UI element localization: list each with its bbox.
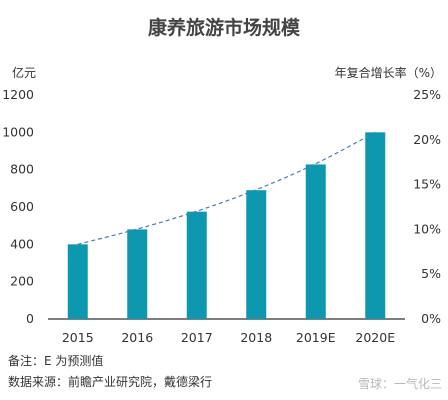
right-tick-label: 20% bbox=[413, 132, 441, 147]
right-axis-ticks: 0% 5% 10% 15% 20% 25% bbox=[413, 87, 441, 326]
watermark: 雪球：一气化三 bbox=[358, 376, 442, 391]
x-tick-label: 2018 bbox=[240, 330, 272, 345]
bar-2020E bbox=[365, 132, 386, 319]
bars-group bbox=[67, 132, 386, 319]
trend-line bbox=[77, 131, 376, 245]
x-tick-label: 2015 bbox=[62, 330, 94, 345]
left-tick-label: 200 bbox=[10, 274, 34, 289]
bar-2015 bbox=[67, 244, 88, 319]
left-tick-label: 1200 bbox=[2, 87, 34, 102]
chart-title: 康养旅游市场规模 bbox=[148, 16, 301, 39]
bar-2016 bbox=[127, 229, 148, 319]
x-tick-label: 2020E bbox=[355, 330, 395, 345]
left-tick-label: 1000 bbox=[2, 124, 34, 139]
note-source: 数据来源：前瞻产业研究院，戴德梁行 bbox=[8, 374, 212, 389]
left-tick-label: 800 bbox=[10, 162, 34, 177]
right-axis-unit: 年复合增长率（%） bbox=[335, 65, 442, 80]
left-tick-label: 0 bbox=[26, 311, 34, 326]
right-tick-label: 25% bbox=[413, 87, 441, 102]
right-tick-label: 5% bbox=[421, 266, 441, 281]
bar-2019E bbox=[305, 164, 326, 319]
bar-2017 bbox=[186, 211, 207, 319]
x-tick-label: 2016 bbox=[121, 330, 153, 345]
left-axis-ticks: 0 200 400 600 800 1000 1200 bbox=[2, 87, 34, 326]
x-axis-ticks: 2015 2016 2017 2018 2019E 2020E bbox=[62, 330, 395, 345]
bar-2018 bbox=[246, 190, 267, 319]
left-axis-unit: 亿元 bbox=[12, 65, 36, 80]
right-tick-label: 0% bbox=[421, 311, 441, 326]
right-tick-label: 10% bbox=[413, 221, 441, 236]
note-forecast: 备注：E 为预测值 bbox=[8, 353, 103, 368]
left-tick-label: 600 bbox=[10, 199, 34, 214]
x-tick-label: 2019E bbox=[296, 330, 336, 345]
x-tick-label: 2017 bbox=[181, 330, 213, 345]
right-tick-label: 15% bbox=[413, 177, 441, 192]
left-tick-label: 400 bbox=[10, 236, 34, 251]
